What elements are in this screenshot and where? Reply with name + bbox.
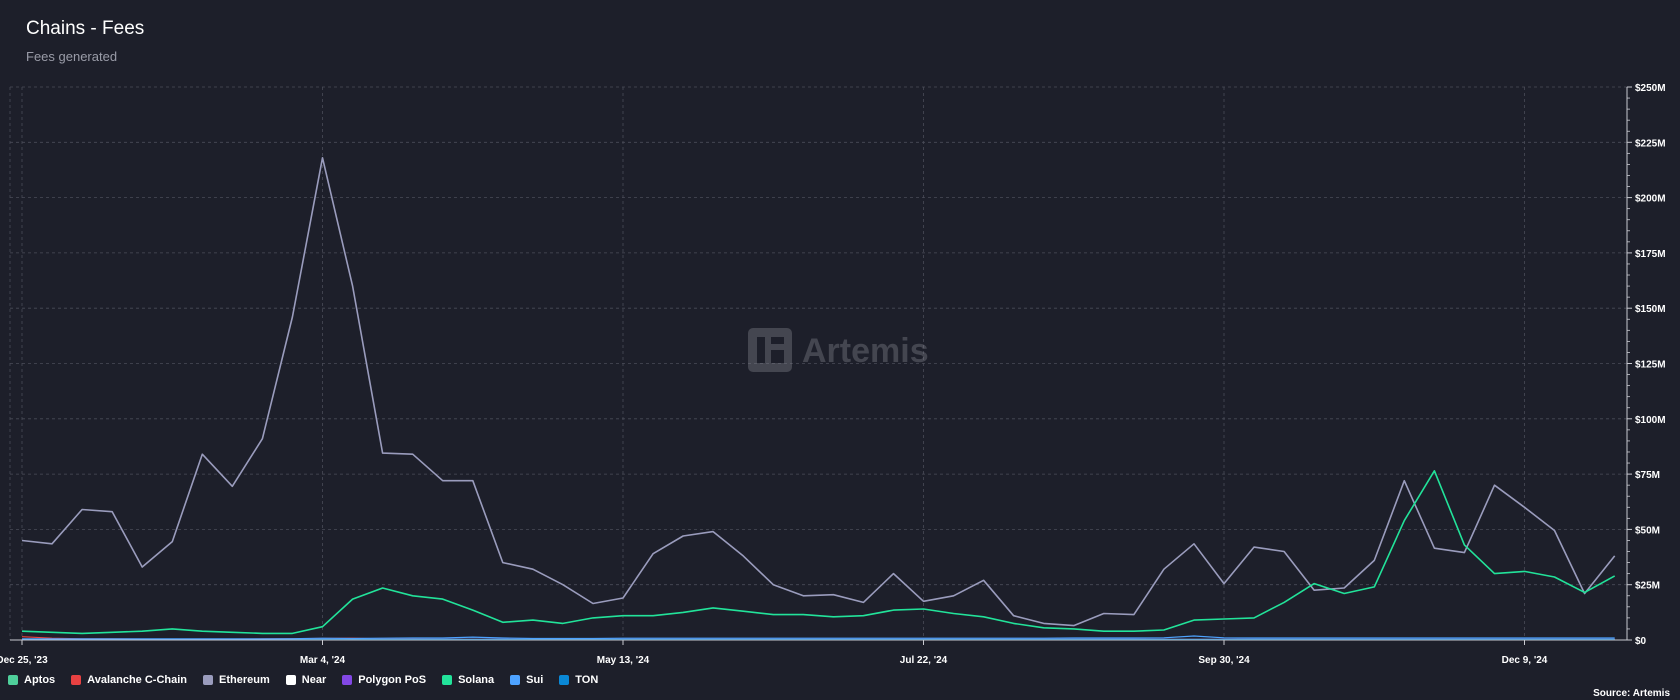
legend-swatch [71, 675, 82, 685]
legend-item-near[interactable]: Near [285, 674, 327, 686]
y-tick-label: $200M [1635, 194, 1666, 205]
chart-title: Chains - Fees [26, 18, 145, 39]
x-tick-label: Dec 9, '24 [1502, 655, 1548, 666]
legend-item-avalanche-c-chain[interactable]: Avalanche C-Chain [71, 674, 187, 686]
legend-item-ethereum[interactable]: Ethereum [203, 674, 270, 686]
chart-axes: $0 $25M $50M $75M $100M $125M $150M $175M $200M $… [0, 83, 1666, 666]
legend-item-polygon-pos[interactable]: Polygon PoS [342, 674, 426, 686]
y-tick-label: $250M [1635, 83, 1666, 94]
chart-legend: Aptos Avalanche C-Chain Ethereum Near Polygo… [8, 674, 598, 686]
x-tick-label: Dec 25, '23 [0, 655, 48, 666]
y-tick-label: $75M [1635, 470, 1660, 481]
legend-swatch [559, 675, 570, 685]
y-tick-label: $100M [1635, 415, 1666, 426]
y-tick-label: $150M [1635, 304, 1666, 315]
y-tick-label: $50M [1635, 525, 1660, 536]
artemis-watermark: Artemis [748, 328, 929, 372]
y-tick-label: $225M [1635, 138, 1666, 149]
legend-swatch [203, 675, 214, 685]
legend-label: Near [301, 674, 327, 686]
source-credit: Source: Artemis [1593, 688, 1670, 699]
legend-label: TON [575, 674, 599, 686]
y-tick-label: $0 [1635, 636, 1647, 647]
series-line-ethereum [21, 157, 1616, 627]
legend-label: Avalanche C-Chain [87, 674, 188, 686]
legend-item-sui[interactable]: Sui [510, 674, 543, 686]
y-tick-label: $25M [1635, 581, 1660, 592]
legend-item-solana[interactable]: Solana [442, 674, 494, 686]
chart-grid [9, 86, 1627, 640]
legend-item-aptos[interactable]: Aptos [8, 674, 55, 686]
series-line-sui [22, 635, 1615, 640]
x-tick-label: Sep 30, '24 [1198, 655, 1250, 666]
x-tick-label: Mar 4, '24 [300, 655, 346, 666]
legend-swatch [8, 675, 18, 685]
legend-label: Ethereum [219, 674, 270, 686]
artemis-logo-icon [748, 328, 792, 372]
legend-swatch [510, 675, 521, 685]
legend-swatch [442, 675, 453, 685]
x-tick-label: Jul 22, '24 [900, 655, 948, 666]
watermark-text: Artemis [802, 332, 929, 370]
legend-swatch [285, 675, 296, 685]
legend-label: Polygon PoS [358, 674, 427, 686]
legend-label: Sui [526, 674, 544, 686]
chart-series [21, 157, 1616, 641]
y-tick-label: $175M [1635, 249, 1666, 260]
series-line-solana [21, 469, 1616, 635]
x-tick-label: May 13, '24 [597, 655, 650, 666]
y-tick-label: $125M [1635, 360, 1666, 371]
chart-subtitle: Fees generated [26, 49, 118, 64]
legend-swatch [342, 675, 353, 685]
legend-label: Solana [458, 674, 495, 686]
legend-item-ton[interactable]: TON [559, 674, 598, 686]
legend-label: Aptos [24, 674, 56, 686]
